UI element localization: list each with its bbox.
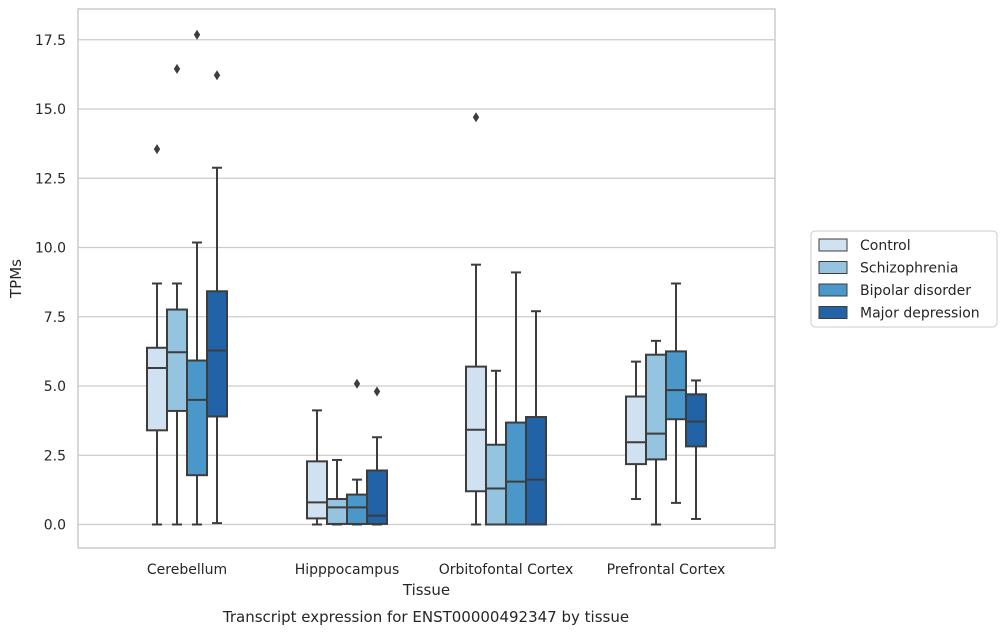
box-body — [166, 308, 188, 412]
plot-frame — [77, 8, 776, 549]
box-series — [146, 29, 707, 526]
box-body — [645, 353, 667, 461]
box-body — [326, 498, 348, 525]
y-tick-label: 12.5 — [35, 171, 66, 187]
x-tick-labels: Cerebellum Hipppocampus Orbitofontal Corte… — [147, 562, 725, 578]
outlier-point — [153, 144, 161, 155]
y-axis-label: TPMs — [7, 259, 25, 299]
y-tick-label: 0.0 — [44, 518, 66, 534]
y-tick-label: 17.5 — [35, 33, 66, 49]
y-tick-label: 15.0 — [35, 102, 66, 118]
legend-label: Control — [860, 238, 911, 254]
box — [465, 112, 487, 526]
series-major-depression — [206, 70, 707, 526]
box-body — [505, 421, 527, 526]
x-tick-label: Cerebellum — [147, 562, 227, 578]
box-body — [525, 416, 547, 526]
box — [146, 144, 168, 526]
y-tick-label: 2.5 — [44, 448, 66, 464]
legend-swatch — [818, 238, 848, 252]
legend: Control Schizophrenia Bipolar disorder Majo… — [810, 230, 998, 328]
box-body — [665, 350, 687, 421]
box-body — [186, 359, 208, 477]
box — [326, 458, 348, 526]
box-body — [206, 290, 228, 418]
box — [366, 386, 388, 526]
box — [206, 70, 228, 525]
box-body — [306, 460, 328, 520]
y-tick-label: 5.0 — [44, 379, 66, 395]
outlier-point — [193, 29, 201, 40]
outlier-point — [472, 112, 480, 123]
box — [525, 310, 547, 526]
y-tick-label: 10.0 — [35, 241, 66, 257]
outlier-point — [373, 386, 381, 397]
box-body — [685, 393, 707, 448]
box-body — [346, 493, 368, 525]
box — [665, 282, 687, 504]
box-body — [146, 346, 168, 432]
box-body — [485, 443, 507, 526]
legend-frame — [810, 230, 998, 328]
box-body — [366, 469, 388, 525]
box-body — [625, 395, 647, 466]
series-schizophrenia — [166, 63, 667, 526]
legend-label: Bipolar disorder — [860, 283, 971, 299]
legend-swatch — [818, 306, 848, 319]
box — [485, 369, 507, 526]
y-tick-labels: 0.0 2.5 5.0 7.5 10.0 12.5 15.0 17.5 — [35, 33, 66, 534]
chart-caption: Transcript expression for ENST0000049234… — [222, 608, 629, 626]
box — [186, 29, 208, 526]
box — [685, 379, 707, 520]
legend-label: Major depression — [860, 306, 980, 322]
legend-label: Schizophrenia — [860, 261, 958, 277]
x-tick-label: Orbitofontal Cortex — [439, 562, 574, 578]
outlier-point — [173, 63, 181, 74]
y-tick-label: 7.5 — [44, 310, 66, 326]
x-tick-label: Prefrontal Cortex — [607, 562, 726, 578]
series-control — [146, 112, 647, 526]
x-axis-label: Tissue — [402, 581, 450, 599]
outlier-point — [353, 378, 361, 389]
legend-swatch — [818, 261, 848, 274]
x-tick-label: Hipppocampus — [295, 562, 400, 578]
legend-swatch — [818, 283, 848, 297]
box — [306, 409, 328, 526]
outlier-point — [213, 70, 221, 81]
